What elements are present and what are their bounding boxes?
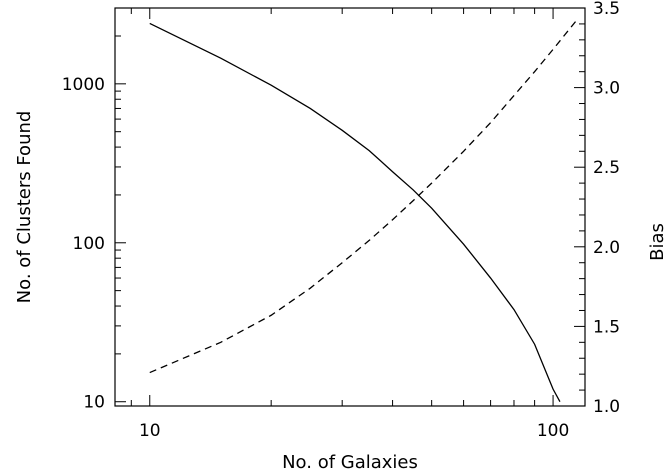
- x-axis-label: No. of Galaxies: [282, 452, 418, 472]
- y-axis-ticks: [115, 7, 126, 403]
- clusters-found-line: [149, 22, 561, 403]
- y-axis-label: No. of Clusters Found: [14, 111, 35, 304]
- y-tick-label: 100: [73, 234, 105, 254]
- tick-labels: 10 100 10 100 1000 1.0 1.5 2.0 2.5 3.0 3.5: [62, 0, 620, 441]
- y2-tick-label: 2.0: [593, 238, 620, 258]
- bias-dashed-line: [149, 18, 579, 374]
- y2-axis-ticks: [574, 7, 585, 407]
- y-tick-label: 1000: [62, 75, 105, 95]
- y2-tick-label: 3.0: [593, 79, 620, 99]
- y2-tick-label: 2.5: [593, 158, 620, 178]
- x-tick-label: 100: [537, 421, 569, 441]
- x-axis-ticks: [130, 8, 554, 406]
- y2-axis-label: Bias: [647, 223, 668, 261]
- y2-tick-label: 1.0: [593, 397, 620, 417]
- series-layer: [149, 18, 579, 403]
- plot-frame: [114, 7, 586, 407]
- y2-tick-label: 1.5: [593, 317, 620, 337]
- x-tick-label: 10: [139, 421, 161, 441]
- y2-tick-label: 3.5: [593, 0, 620, 19]
- y-tick-label: 10: [83, 393, 105, 413]
